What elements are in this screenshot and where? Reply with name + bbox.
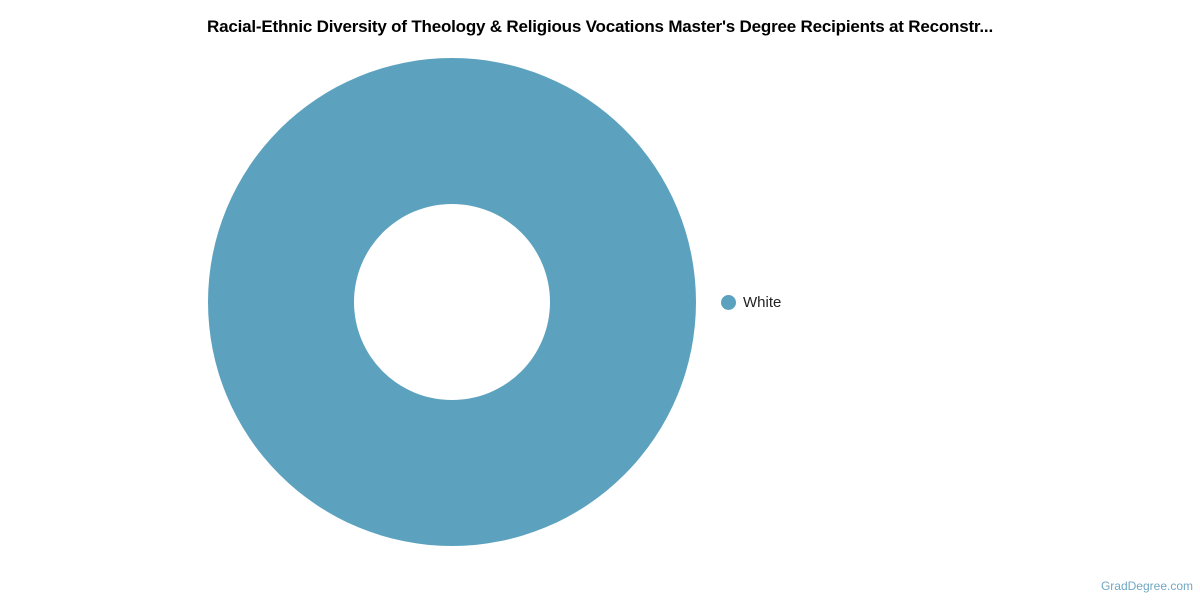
slice-white[interactable]	[208, 58, 696, 546]
legend: White	[721, 294, 781, 311]
watermark[interactable]: GradDegree.com	[1100, 579, 1193, 593]
chart-title: Racial-Ethnic Diversity of Theology & Re…	[207, 17, 993, 36]
legend-label: White	[743, 294, 782, 311]
legend-item[interactable]: White	[721, 294, 781, 311]
legend-marker	[721, 295, 736, 310]
